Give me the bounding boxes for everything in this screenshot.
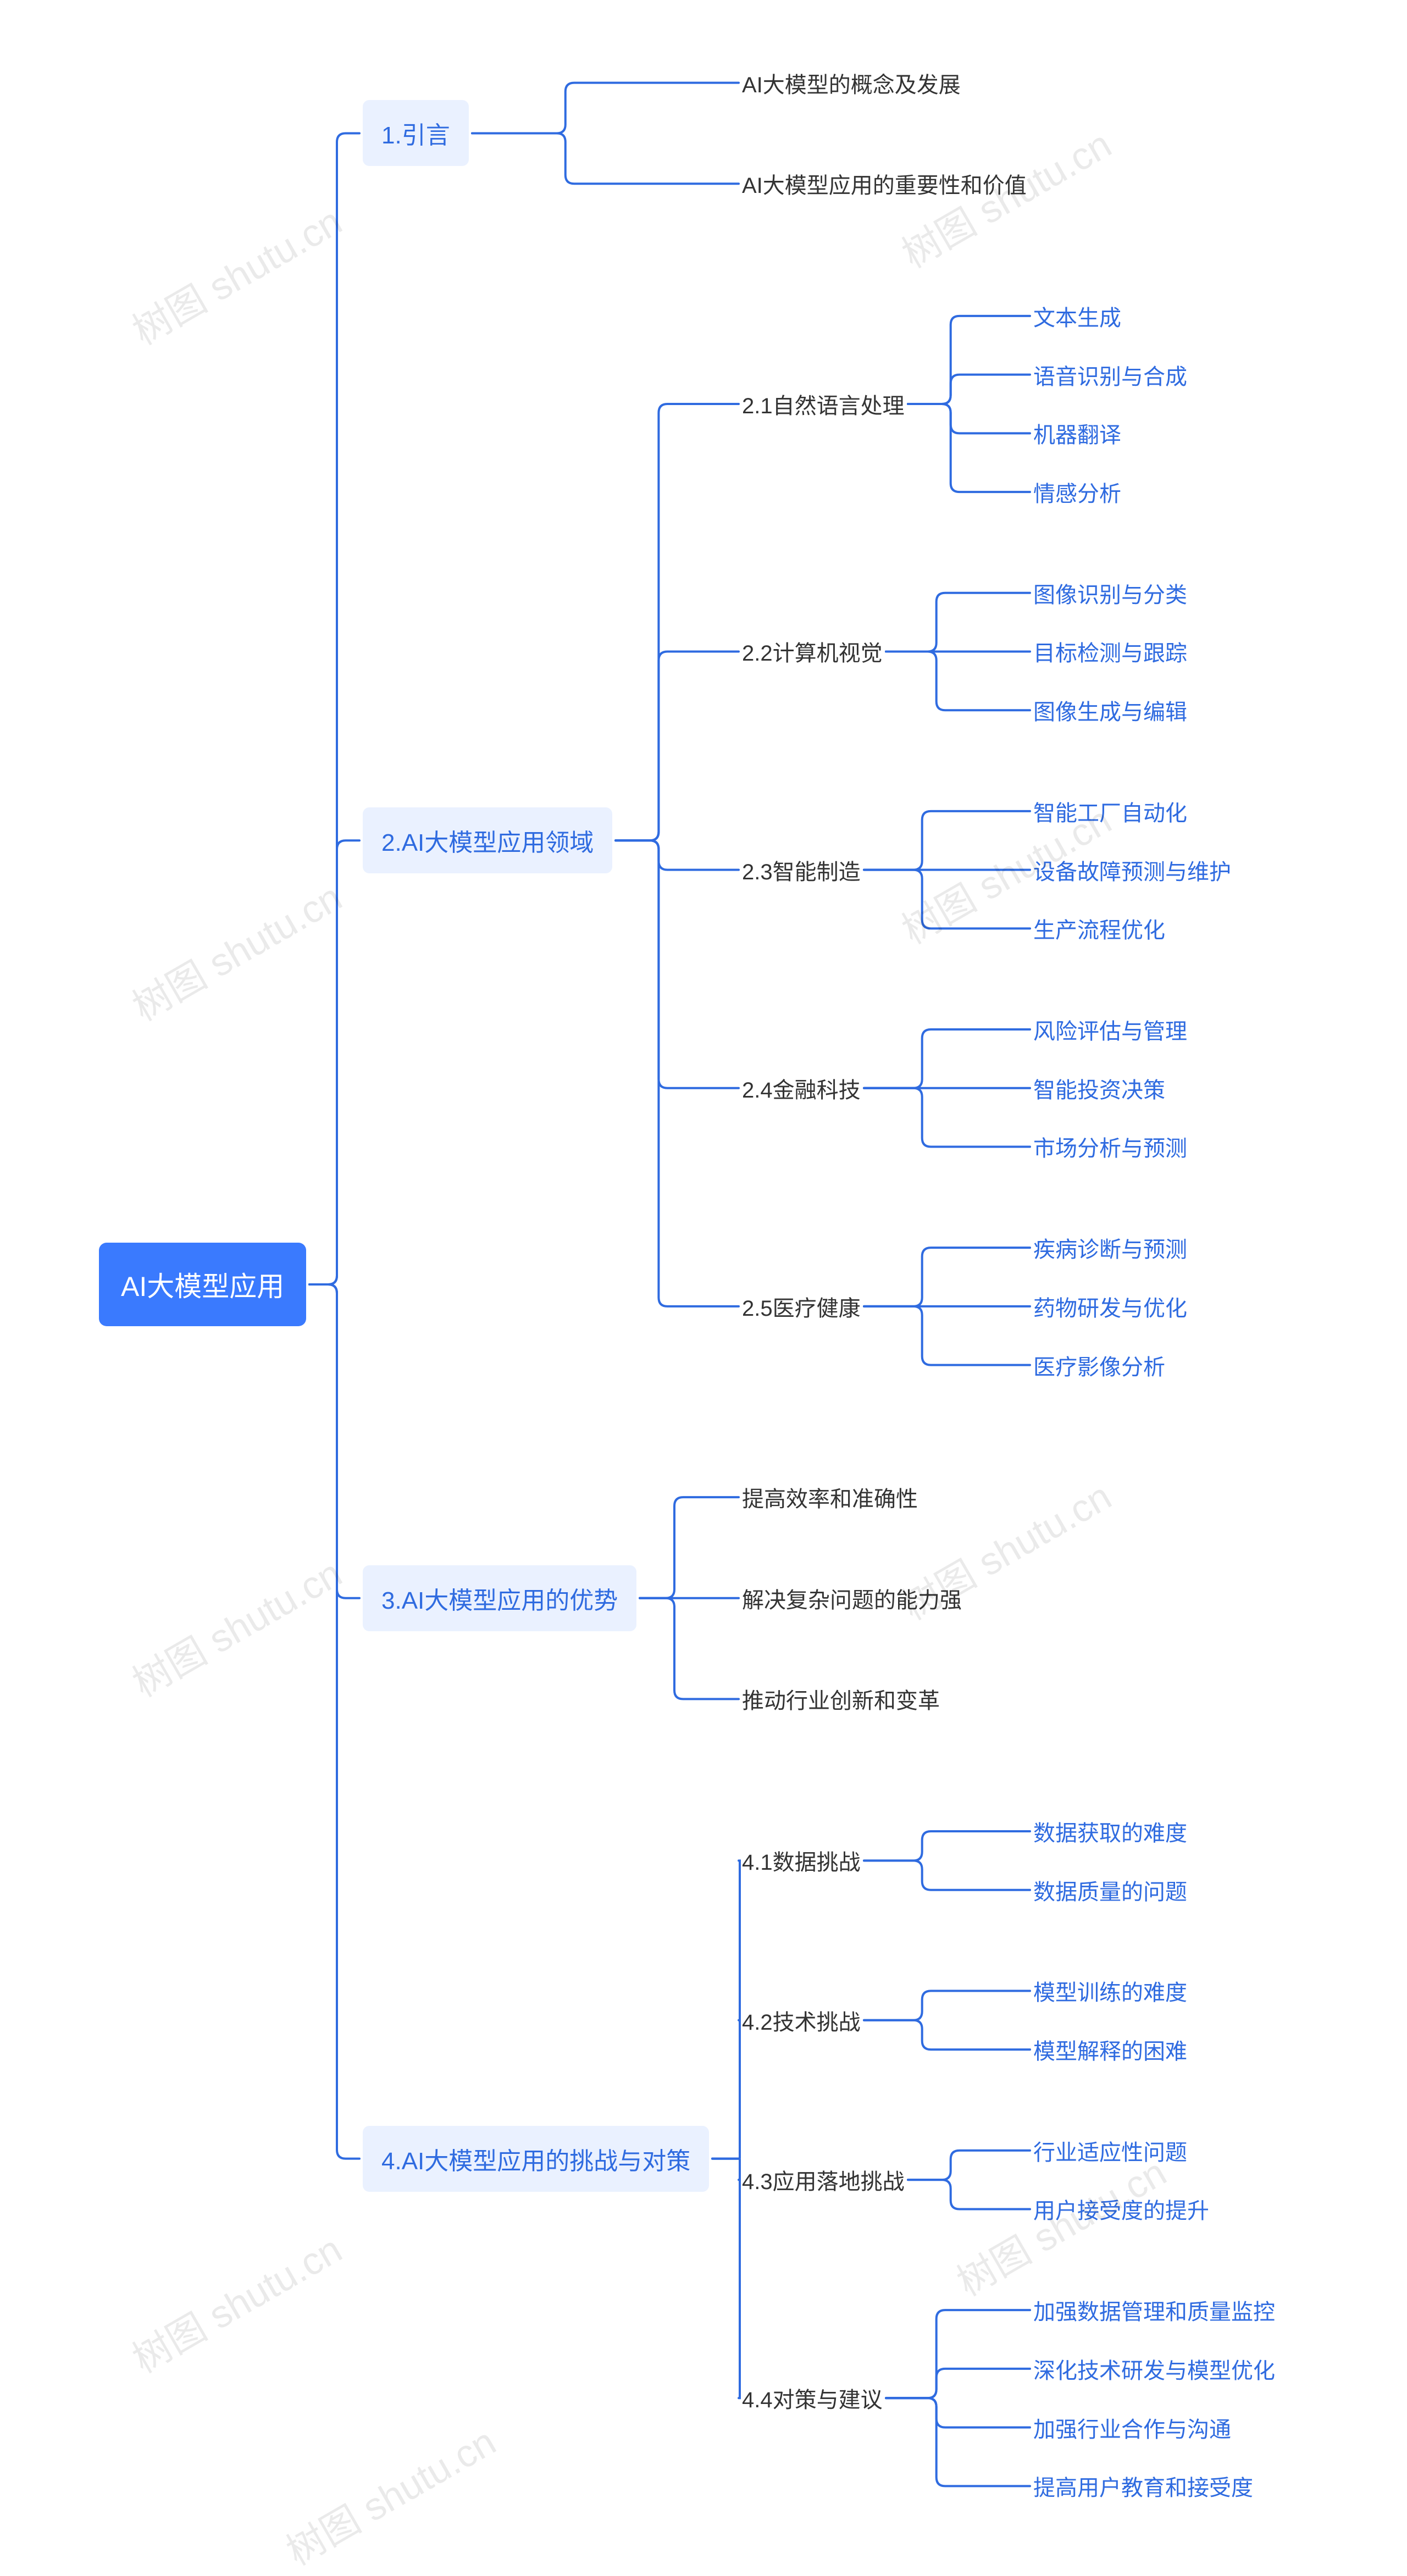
mindmap-node[interactable]: 疾病诊断与预测	[1033, 1226, 1187, 1269]
mindmap-node[interactable]: 药物研发与优化	[1033, 1285, 1187, 1328]
mindmap-node[interactable]: AI大模型应用的重要性和价值	[742, 162, 1027, 205]
mindmap-node[interactable]: 模型解释的困难	[1033, 2028, 1187, 2071]
connector	[886, 593, 1030, 652]
connector	[616, 840, 739, 869]
mindmap-node[interactable]: 4.2技术挑战	[742, 1999, 861, 2042]
connector	[886, 651, 1030, 710]
connector	[908, 316, 1030, 404]
mindmap-node[interactable]: 加强行业合作与沟通	[1033, 2406, 1231, 2449]
mindmap-node[interactable]: 情感分析	[1033, 470, 1121, 513]
connector	[864, 1831, 1030, 1860]
mindmap-node[interactable]: 提高效率和准确性	[742, 1476, 918, 1519]
mindmap-node[interactable]: 加强数据管理和质量监控	[1033, 2289, 1275, 2331]
mindmap-node[interactable]: 推动行业创新和变革	[742, 1677, 940, 1720]
mindmap-node[interactable]: 图像识别与分类	[1033, 572, 1187, 614]
connector	[886, 2369, 1030, 2398]
mindmap-node[interactable]: 3.AI大模型应用的优势	[363, 1565, 636, 1631]
mindmap-node[interactable]: 语音识别与合成	[1033, 353, 1187, 396]
connector	[908, 404, 1030, 492]
mindmap-node[interactable]: 4.AI大模型应用的挑战与对策	[363, 2126, 709, 2192]
mindmap-node[interactable]: 生产流程优化	[1033, 907, 1165, 950]
mindmap-node[interactable]: 2.2计算机视觉	[742, 630, 883, 673]
mindmap-node[interactable]: 风险评估与管理	[1033, 1008, 1187, 1051]
mindmap-node[interactable]: 用户接受度的提升	[1033, 2187, 1209, 2230]
connector	[864, 2020, 1030, 2049]
connector	[886, 2398, 1030, 2427]
mindmap-node[interactable]: 图像生成与编辑	[1033, 689, 1187, 732]
connector	[864, 1860, 1030, 1890]
mindmap-node[interactable]: 2.5医疗健康	[742, 1285, 861, 1328]
connector	[864, 1088, 1030, 1147]
mindmap-node[interactable]: 文本生成	[1033, 295, 1121, 337]
mindmap-node[interactable]: 医疗影像分析	[1033, 1344, 1165, 1387]
connector	[886, 2398, 1030, 2486]
watermark: 树图 shutu.cn	[121, 2219, 351, 2384]
mindmap-node[interactable]: 智能工厂自动化	[1033, 790, 1187, 833]
mindmap-node[interactable]: 2.AI大模型应用领域	[363, 807, 612, 873]
connector	[864, 811, 1030, 870]
mindmap-node[interactable]: AI大模型的概念及发展	[742, 62, 961, 104]
mindmap-node[interactable]: 目标检测与跟踪	[1033, 630, 1187, 673]
mindmap-node[interactable]: 设备故障预测与维护	[1033, 849, 1231, 891]
connector	[908, 2151, 1030, 2180]
connector	[908, 375, 1030, 404]
mindmap-node[interactable]: AI大模型应用	[99, 1243, 306, 1326]
mindmap-node[interactable]: 提高用户教育和接受度	[1033, 2464, 1253, 2507]
connector	[864, 1991, 1030, 2020]
mindmap-node[interactable]: 1.引言	[363, 100, 469, 166]
connector	[616, 404, 739, 840]
connector	[640, 1598, 739, 1699]
connector	[712, 2159, 741, 2180]
mindmap-node[interactable]: 机器翻译	[1033, 412, 1121, 455]
mindmap-node[interactable]: 2.1自然语言处理	[742, 383, 905, 425]
connector	[309, 1284, 359, 1598]
connector	[309, 840, 359, 1284]
connector	[616, 840, 739, 1306]
mindmap-node[interactable]: 数据质量的问题	[1033, 1869, 1187, 1912]
mindmap-node[interactable]: 4.3应用落地挑战	[742, 2158, 905, 2201]
connector	[864, 870, 1030, 929]
mindmap-node[interactable]: 智能投资决策	[1033, 1067, 1165, 1110]
mindmap-node[interactable]: 模型训练的难度	[1033, 1969, 1187, 2012]
connector	[712, 2159, 741, 2398]
mindmap-node[interactable]: 市场分析与预测	[1033, 1125, 1187, 1168]
connector	[309, 1284, 359, 2159]
connector	[640, 1497, 739, 1598]
connector	[864, 1029, 1030, 1088]
watermark: 树图 shutu.cn	[275, 2412, 505, 2576]
watermark: 树图 shutu.cn	[121, 191, 351, 356]
watermark: 树图 shutu.cn	[121, 867, 351, 1032]
mindmap-node[interactable]: 行业适应性问题	[1033, 2129, 1187, 2172]
connector	[886, 2310, 1030, 2398]
watermark: 树图 shutu.cn	[121, 1543, 351, 1708]
connector	[472, 133, 739, 184]
connector	[712, 2020, 741, 2159]
mindmap-node[interactable]: 数据获取的难度	[1033, 1810, 1187, 1853]
mindmap-node[interactable]: 2.4金融科技	[742, 1067, 861, 1110]
connector	[712, 1860, 741, 2158]
connector	[908, 2180, 1030, 2209]
connector	[472, 83, 739, 134]
connector	[309, 133, 359, 1284]
mindmap-stage: AI大模型应用 1.引言 AI大模型的概念及发展 AI大模型应用的重要性和价值 2.AI…	[0, 0, 1407, 2569]
connector	[616, 651, 739, 840]
mindmap-node[interactable]: 2.3智能制造	[742, 849, 861, 891]
connector	[864, 1248, 1030, 1306]
connector	[908, 404, 1030, 433]
mindmap-node[interactable]: 深化技术研发与模型优化	[1033, 2347, 1275, 2390]
mindmap-node[interactable]: 解决复杂问题的能力强	[742, 1577, 962, 1620]
mindmap-node[interactable]: 4.4对策与建议	[742, 2376, 883, 2419]
mindmap-node[interactable]: 4.1数据挑战	[742, 1839, 861, 1882]
connector	[864, 1306, 1030, 1365]
connector	[616, 840, 739, 1088]
